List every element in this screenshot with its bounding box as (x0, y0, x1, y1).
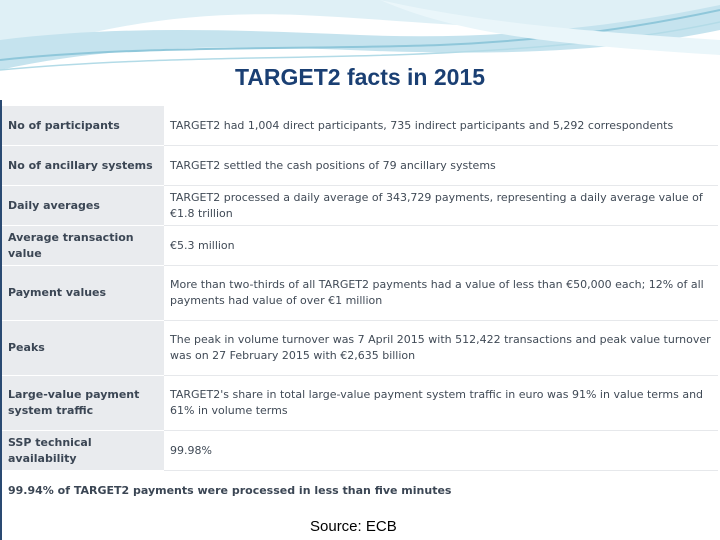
row-value: TARGET2 processed a daily average of 343… (164, 185, 718, 226)
table-row: Payment values More than two-thirds of a… (2, 265, 718, 321)
row-label: No of ancillary systems (2, 145, 164, 186)
row-label: SSP technical availability (2, 430, 164, 471)
slide-title: TARGET2 facts in 2015 (234, 64, 486, 90)
row-label: Daily averages (2, 185, 164, 226)
row-value: 99.98% (164, 430, 718, 471)
row-value: TARGET2 had 1,004 direct participants, 7… (164, 106, 718, 146)
facts-table: No of participants TARGET2 had 1,004 dir… (2, 106, 718, 471)
row-label: Average transaction value (2, 225, 164, 266)
table-row: Daily averages TARGET2 processed a daily… (2, 185, 718, 226)
row-value: The peak in volume turnover was 7 April … (164, 320, 718, 376)
row-label: Large-value payment system traffic (2, 375, 164, 431)
header-swoosh-decoration (0, 0, 720, 71)
row-label: Peaks (2, 320, 164, 376)
table-row: No of ancillary systems TARGET2 settled … (2, 145, 718, 186)
table-row: Large-value payment system traffic TARGE… (2, 375, 718, 431)
table-row: No of participants TARGET2 had 1,004 dir… (2, 106, 718, 146)
row-value: More than two-thirds of all TARGET2 paym… (164, 265, 718, 321)
table-row: Average transaction value €5.3 million (2, 225, 718, 266)
summary-note: 99.94% of TARGET2 payments were processe… (8, 484, 452, 497)
table-row: Peaks The peak in volume turnover was 7 … (2, 320, 718, 376)
row-value: TARGET2's share in total large-value pay… (164, 375, 718, 431)
table-row: SSP technical availability 99.98% (2, 430, 718, 471)
row-value: TARGET2 settled the cash positions of 79… (164, 145, 718, 186)
left-edge-bar (0, 100, 2, 540)
row-value: €5.3 million (164, 225, 718, 266)
row-label: No of participants (2, 106, 164, 146)
row-label: Payment values (2, 265, 164, 321)
source-caption: Source: ECB (310, 518, 397, 535)
